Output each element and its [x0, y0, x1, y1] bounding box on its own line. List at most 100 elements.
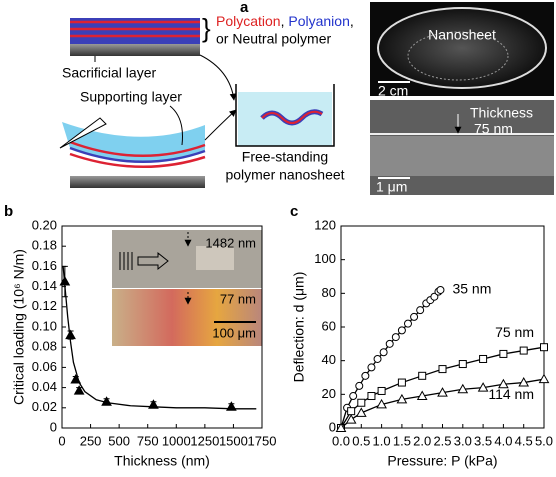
x-tick-label: 4.0	[494, 433, 512, 448]
marker	[367, 392, 376, 401]
marker	[373, 354, 382, 363]
marker	[367, 363, 376, 372]
marker	[397, 326, 406, 335]
x-tick-label: 1000	[162, 433, 191, 448]
marker	[349, 392, 358, 401]
marker	[335, 422, 347, 432]
marker	[477, 382, 489, 392]
inset-annotation: 77 nm	[220, 291, 256, 306]
marker	[397, 378, 406, 387]
photo-label: Nanosheet	[428, 27, 496, 43]
sem-scale: 1 μm	[376, 179, 407, 195]
marker	[458, 360, 467, 369]
inset-annotation: 1482 nm	[205, 235, 256, 250]
marker	[355, 381, 364, 390]
y-tick-label: 0.08	[32, 339, 57, 354]
panel-label: c	[290, 203, 298, 220]
marker	[418, 371, 427, 380]
y-tick-label: 0.02	[32, 399, 57, 414]
x-tick-label: 1250	[190, 433, 219, 448]
x-tick-label: 2.0	[413, 433, 431, 448]
y-axis-label: Deflection: d (μm)	[291, 272, 307, 383]
photo-scale: 2 cm	[378, 83, 408, 99]
y-tick-label: 0.12	[32, 298, 57, 313]
marker	[377, 386, 386, 395]
marker	[430, 292, 439, 301]
series-label: 75 nm	[495, 324, 534, 340]
inset-images	[112, 230, 262, 346]
x-tick-label: 5.0	[535, 433, 553, 448]
sacrificial-label: Sacrificial layer	[62, 65, 156, 81]
y-tick-label: 120	[314, 217, 336, 232]
marker	[499, 349, 508, 358]
y-tick-label: 0.10	[32, 318, 57, 333]
series-label: 114 nm	[488, 386, 534, 402]
y-tick-label: 80	[322, 285, 336, 300]
marker	[438, 365, 447, 374]
sem-image	[370, 100, 554, 195]
neutral-label: or Neutral polymer	[216, 31, 331, 47]
comma: ,	[350, 13, 354, 29]
y-tick-label: 0.18	[32, 238, 57, 253]
marker	[391, 333, 400, 342]
marker	[519, 346, 528, 355]
x-tick-label: 1.5	[393, 433, 411, 448]
y-tick-label: 0.04	[32, 379, 57, 394]
marker	[357, 398, 366, 407]
layer-stack	[70, 18, 200, 56]
marker	[540, 343, 548, 352]
line	[62, 266, 257, 410]
x-tick-label: 1.0	[373, 433, 391, 448]
series-label: 35 nm	[452, 281, 491, 297]
marker	[403, 319, 412, 328]
brace: }	[202, 13, 211, 43]
x-tick-label: 0.0	[332, 433, 350, 448]
y-tick-label: 0.06	[32, 359, 57, 374]
x-tick-label: 250	[80, 433, 102, 448]
x-tick-label: 1750	[248, 433, 277, 448]
x-axis-label: Pressure: P (kPa)	[387, 453, 497, 469]
y-tick-label: 60	[322, 318, 336, 333]
x-tick-label: 1500	[219, 433, 248, 448]
marker	[355, 407, 367, 417]
y-tick-label: 0.20	[32, 217, 57, 232]
marker	[538, 373, 550, 384]
marker	[479, 354, 488, 363]
x-tick-label: 2.5	[433, 433, 451, 448]
x-tick-label: 3.0	[454, 433, 472, 448]
marker	[416, 306, 425, 315]
inset-annotation: 100 μm	[212, 325, 256, 340]
y-tick-label: 100	[314, 251, 336, 266]
result-label: polymer nanosheet	[225, 167, 344, 183]
x-tick-label: 0.5	[352, 433, 370, 448]
x-axis-label: Thickness (nm)	[114, 453, 210, 469]
y-axis-label: Critical loading (10⁶ N/m)	[11, 249, 27, 405]
result-label: Free-standing	[242, 149, 328, 165]
beaker	[235, 84, 335, 147]
x-tick-label: 0	[58, 433, 65, 448]
marker	[416, 390, 428, 401]
photo	[370, 2, 554, 96]
marker	[347, 407, 356, 416]
marker	[410, 312, 419, 321]
sem-label: 75 nm	[474, 121, 513, 137]
comma: ,	[281, 13, 285, 29]
panel-label: a	[240, 0, 249, 16]
polyanion: Polyanion	[288, 13, 350, 29]
marker	[457, 383, 469, 394]
marker	[345, 414, 357, 424]
marker	[518, 377, 530, 387]
x-tick-label: 4.5	[515, 433, 533, 448]
y-tick-label: 0	[329, 419, 336, 434]
x-tick-label: 500	[108, 433, 130, 448]
y-tick-label: 0.16	[32, 258, 57, 273]
marker	[436, 285, 445, 294]
marker	[498, 378, 509, 389]
x-tick-label: 750	[137, 433, 159, 448]
polycation: Polycation	[216, 13, 281, 29]
sem-label: Thickness	[470, 105, 533, 121]
marker	[396, 393, 408, 404]
arrow	[204, 109, 237, 141]
marker	[73, 385, 85, 395]
